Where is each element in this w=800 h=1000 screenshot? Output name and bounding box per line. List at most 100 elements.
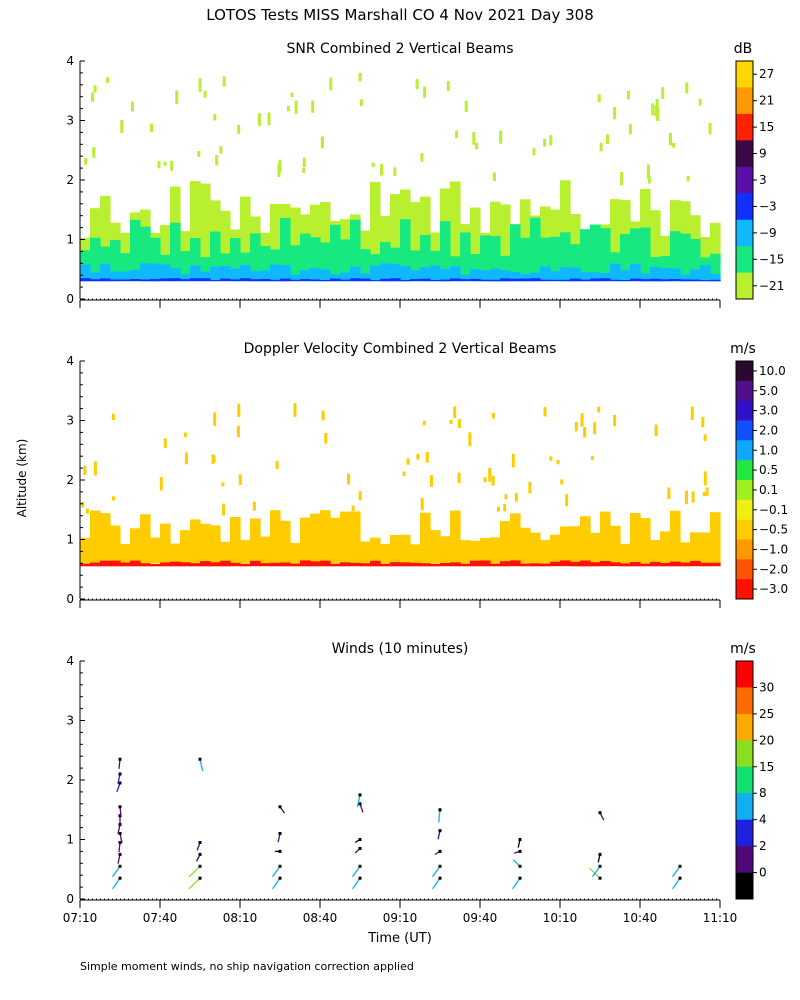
heatmap-cell	[370, 280, 381, 282]
heatmap-cell	[670, 561, 681, 567]
wind-origin-point	[118, 841, 122, 844]
heatmap-speckle	[468, 432, 472, 446]
x-tick-label-09:40: 09:40	[463, 911, 498, 925]
heatmap-cell	[510, 278, 521, 282]
wind-origin-point	[358, 838, 362, 841]
heatmap-speckle	[163, 438, 167, 448]
heatmap-cell	[130, 279, 141, 282]
heatmap-cell	[510, 560, 521, 567]
heatmap-cell	[530, 217, 541, 282]
heatmap-cell	[620, 280, 631, 282]
heatmap-cell	[180, 562, 191, 567]
heatmap-speckle	[221, 482, 225, 487]
heatmap-cell	[260, 270, 271, 282]
heatmap-cell	[520, 527, 531, 564]
heatmap-cell	[700, 532, 711, 564]
heatmap-cell	[420, 278, 431, 282]
heatmap-cell	[230, 517, 241, 564]
wind-barb	[118, 759, 121, 769]
heatmap-speckle	[290, 92, 294, 97]
wind-origin-point	[598, 876, 602, 880]
heatmap-cell	[600, 228, 611, 282]
colorbar-label: 20	[759, 733, 774, 747]
colorbar-label: 5.0	[759, 384, 778, 398]
colorbar-swatch	[736, 193, 753, 220]
heatmap-speckle	[628, 124, 632, 135]
heatmap-cell	[260, 279, 271, 282]
wind-barb	[591, 865, 601, 878]
heatmap-speckle	[549, 135, 553, 146]
colorbar-label: 15	[759, 760, 774, 774]
heatmap-speckle	[415, 79, 419, 90]
heatmap-cell	[630, 513, 641, 564]
wind-origin-point	[118, 814, 122, 818]
colorbar-swatch	[736, 246, 753, 273]
heatmap-speckle	[425, 451, 429, 463]
heatmap-cell	[650, 266, 661, 282]
heatmap-cell	[550, 534, 561, 564]
heatmap-cell	[500, 204, 511, 270]
heatmap-speckle	[627, 91, 630, 100]
heatmap-cell	[360, 273, 371, 282]
heatmap-cell	[550, 561, 561, 567]
panel-2: 0 1 2 3 4 10.0 5.0 3.0 2.0 1.0 0.5 0.1 −0.1 −0.5 −1.0 −…	[66, 354, 788, 608]
heatmap-speckle	[238, 474, 242, 485]
heatmap-cell	[660, 268, 671, 282]
wind-origin-point	[118, 772, 122, 776]
wind-origin-point	[118, 876, 122, 880]
heatmap-cell	[150, 537, 161, 564]
heatmap-speckle	[590, 455, 594, 460]
heatmap-cell	[490, 279, 501, 282]
wind-origin-point	[118, 864, 122, 868]
heatmap-speckle	[708, 123, 712, 135]
heatmap-speckle	[613, 414, 617, 427]
heatmap-cell	[610, 279, 621, 282]
heatmap-cell	[450, 278, 461, 282]
heatmap-cell	[580, 229, 591, 282]
y-tick-label-1: 1	[66, 833, 74, 847]
panel-1-colorbar: 27 21 15 9 3 −3 −9 −15 −21	[735, 60, 784, 300]
heatmap-cell	[350, 266, 361, 282]
heatmap-cell	[490, 537, 501, 564]
heatmap-cell	[490, 268, 501, 282]
heatmap-speckle	[503, 503, 507, 512]
heatmap-speckle	[159, 477, 163, 491]
wind-origin-point	[198, 841, 202, 844]
heatmap-speckle	[620, 172, 624, 186]
heatmap-cell	[360, 278, 371, 282]
colorbar-swatch	[736, 400, 753, 421]
heatmap-cell	[530, 272, 541, 282]
wind-barb	[431, 877, 441, 890]
heatmap-speckle	[685, 82, 689, 94]
heatmap-speckle	[475, 142, 479, 150]
heatmap-speckle	[198, 78, 202, 92]
heatmap-cell	[240, 196, 251, 270]
heatmap-cell	[410, 544, 421, 564]
heatmap-cell	[480, 235, 491, 282]
heatmap-cell	[410, 250, 421, 282]
wind-origin-point	[198, 876, 202, 880]
heatmap-cell	[390, 278, 401, 282]
heatmap-speckle	[457, 472, 461, 483]
wind-origin-point	[278, 864, 282, 868]
y-axis-label: Altitude (km)	[15, 439, 29, 518]
heatmap-cell	[650, 561, 661, 567]
heatmap-cell	[600, 278, 611, 282]
heatmap-cell	[570, 244, 581, 282]
heatmap-cell	[710, 274, 721, 282]
heatmap-cell	[640, 518, 651, 564]
doppler-colorbar-unit: m/s	[730, 341, 756, 357]
x-tick-label-10:40: 10:40	[623, 911, 658, 925]
heatmap-speckle	[420, 153, 424, 162]
wind-barb	[118, 842, 121, 853]
heatmap-speckle	[565, 494, 569, 507]
heatmap-speckle	[237, 124, 241, 134]
heatmap-speckle	[203, 90, 207, 98]
colorbar-swatch	[736, 113, 753, 141]
heatmap-speckle	[293, 403, 297, 417]
heatmap-cell	[140, 563, 151, 567]
heatmap-cell	[170, 268, 181, 282]
wind-origin-point	[518, 838, 522, 841]
heatmap-cell	[310, 237, 321, 282]
